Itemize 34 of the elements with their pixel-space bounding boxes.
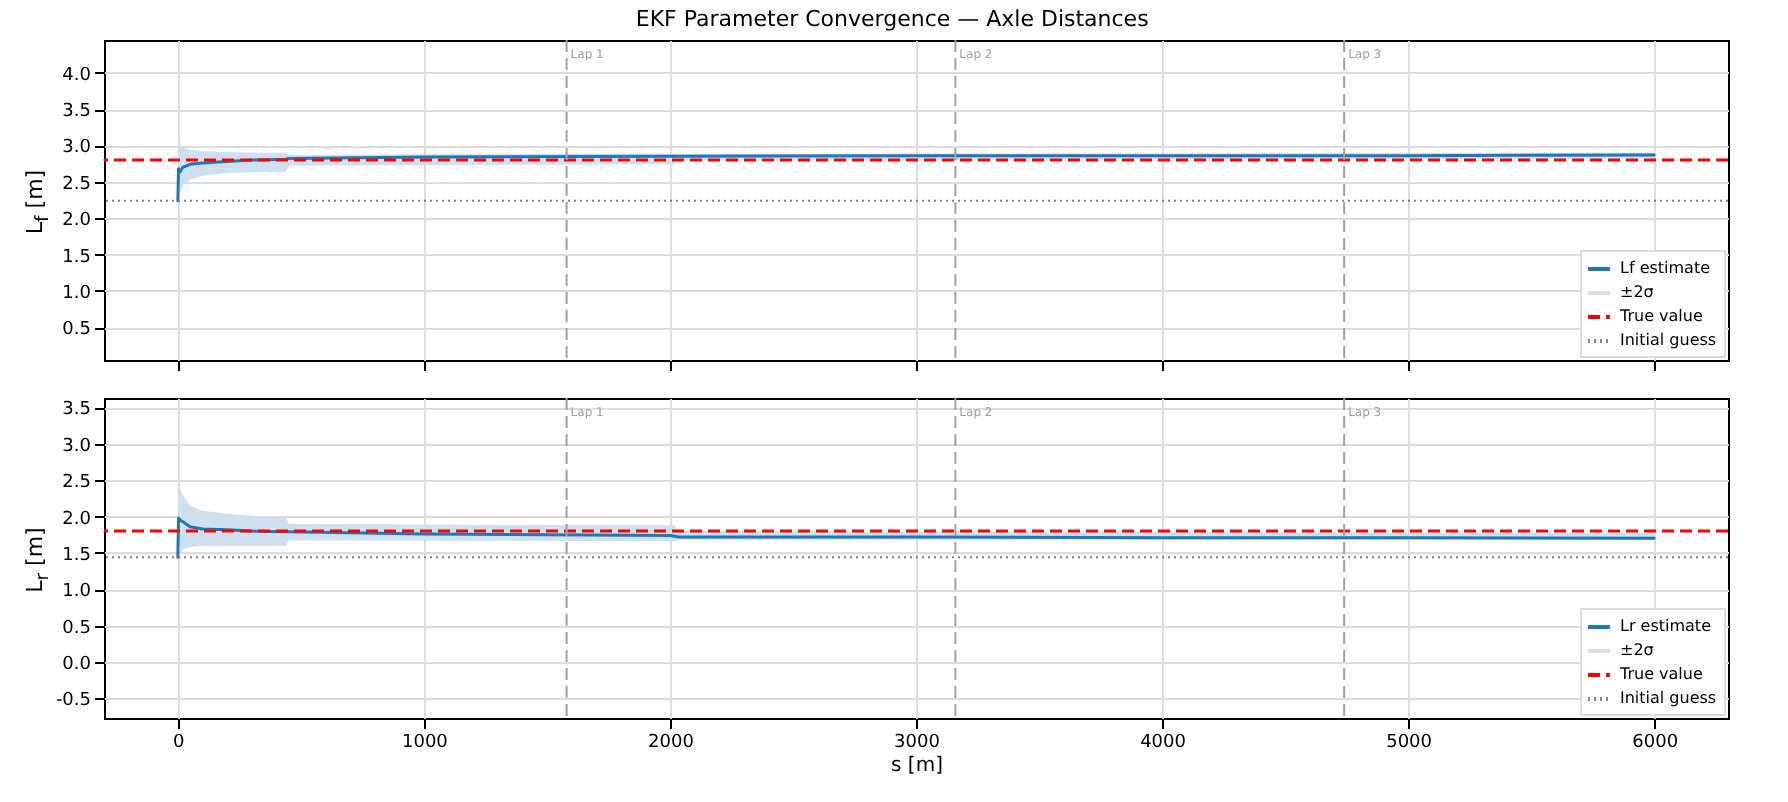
legend-label: Lf estimate <box>1620 259 1711 277</box>
legend-label: Lr estimate <box>1620 617 1712 635</box>
y-tick-label: -0.5 <box>55 691 91 712</box>
y-tick-label: 1.0 <box>62 582 92 603</box>
legend-label: True value <box>1618 665 1703 683</box>
x-tick-label: 2000 <box>648 733 695 753</box>
y-tick-label: 2.0 <box>62 211 92 232</box>
annotation: ±2σ <box>1620 641 1654 659</box>
y-tick-label: 3.5 <box>62 102 91 123</box>
y-tick-label: 2.5 <box>62 174 91 195</box>
x-axis-title: s [m] <box>891 755 944 777</box>
x-tick-label: 6000 <box>1632 733 1679 753</box>
annotation: ±2σ <box>1620 283 1654 301</box>
legend-label: Initial guess <box>1620 331 1717 349</box>
x-tick-label: 0 <box>173 733 186 753</box>
x-tick-label: 5000 <box>1386 733 1433 753</box>
y-tick-label: 2.5 <box>62 473 91 494</box>
y-tick-label: 3.5 <box>62 400 91 421</box>
y-tick-label: 1.5 <box>62 247 91 268</box>
y-tick-label: 4.0 <box>62 65 92 86</box>
legend-label: True value <box>1618 307 1703 325</box>
y-tick-label: 3.0 <box>62 138 92 159</box>
x-tick-label: 3000 <box>894 733 941 753</box>
y-tick-label: 1.5 <box>62 545 91 566</box>
legend-label: Initial guess <box>1620 689 1717 707</box>
chart-title: EKF Parameter Convergence — Axle Distances <box>635 6 1150 32</box>
y-tick-label: 1.0 <box>62 283 92 304</box>
y-tick-label: 0.5 <box>62 320 91 341</box>
y-tick-label: 0.5 <box>62 618 91 639</box>
y-tick-label: 3.0 <box>62 436 92 457</box>
y-tick-label: 0.0 <box>62 655 92 675</box>
x-tick-label: 4000 <box>1140 733 1187 753</box>
y-tick-label: 2.0 <box>62 509 92 530</box>
x-tick-label: 1000 <box>401 733 449 753</box>
